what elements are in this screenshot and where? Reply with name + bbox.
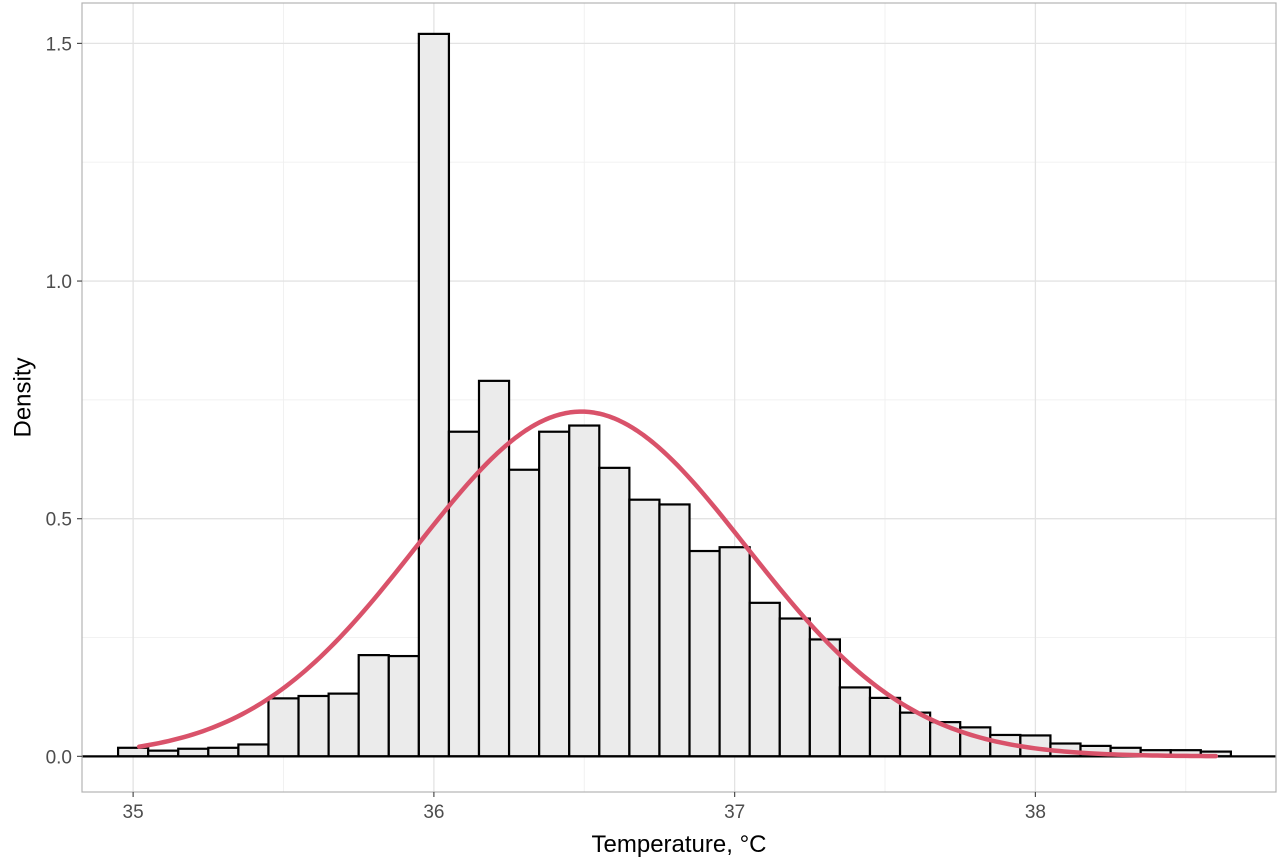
histogram-bar xyxy=(327,692,360,758)
histogram-bar xyxy=(568,424,601,758)
histogram-bar xyxy=(718,546,751,758)
y-axis: 0.0 0.5 1.0 1.5 xyxy=(46,34,82,768)
histogram-bar xyxy=(868,696,902,758)
x-tick-label: 38 xyxy=(1025,802,1046,823)
y-tick-label: 0.0 xyxy=(46,747,72,768)
x-axis-title: Temperature, °C xyxy=(592,831,767,858)
x-axis: 35 36 37 38 xyxy=(123,792,1046,823)
histogram-bar xyxy=(477,379,511,758)
histogram-bar xyxy=(838,686,872,758)
y-tick-label: 1.5 xyxy=(46,34,72,55)
histogram-bar xyxy=(808,638,842,758)
histogram-bar xyxy=(267,697,300,758)
histogram-bar xyxy=(357,654,390,758)
histogram-bar xyxy=(116,746,150,758)
histogram-bar xyxy=(538,430,571,758)
histogram-bar xyxy=(688,549,721,758)
histogram-bar xyxy=(507,468,541,758)
histogram-bar xyxy=(387,654,420,758)
y-tick-label: 0.5 xyxy=(46,510,72,531)
histogram-bar xyxy=(207,746,240,758)
x-tick-label: 35 xyxy=(123,802,144,823)
minor-gridlines xyxy=(82,3,1276,792)
histogram-bar xyxy=(177,747,210,758)
histogram-bar xyxy=(598,466,631,758)
histogram-bar xyxy=(748,601,781,758)
panel-border xyxy=(81,2,1277,793)
y-axis-title: Density xyxy=(9,357,36,437)
y-tick-label: 1.0 xyxy=(46,272,72,293)
x-tick-label: 37 xyxy=(724,802,745,823)
x-tick-label: 36 xyxy=(423,802,444,823)
histogram-bar xyxy=(658,503,691,758)
histogram-bar xyxy=(297,694,330,758)
histogram-bar xyxy=(237,743,270,758)
histogram-bar xyxy=(628,498,661,758)
normal-density-curve xyxy=(136,409,1219,759)
histogram-bar xyxy=(778,617,811,758)
histogram-bar xyxy=(447,430,481,758)
histogram-bar xyxy=(417,32,451,758)
